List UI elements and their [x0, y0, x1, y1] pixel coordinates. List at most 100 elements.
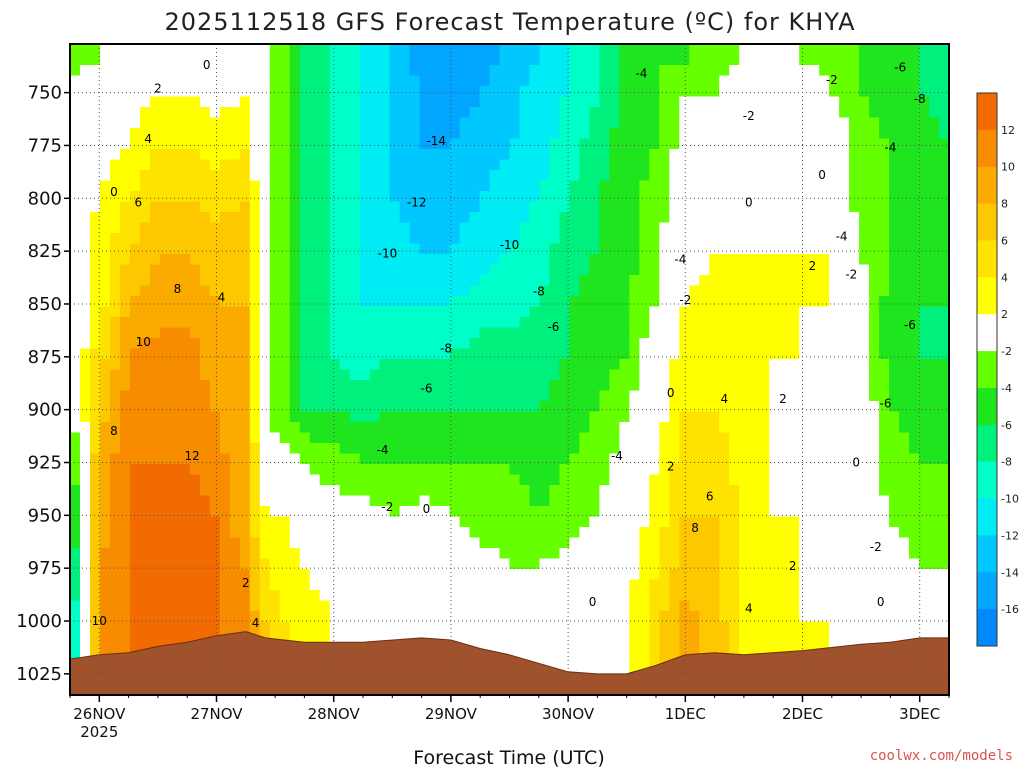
- field-cell: [769, 233, 780, 245]
- field-cell: [379, 611, 391, 623]
- field-cell: [319, 128, 331, 140]
- field-cell: [839, 243, 850, 255]
- field-cell: [309, 611, 321, 623]
- field-cell: [539, 159, 551, 171]
- field-cell: [209, 233, 221, 245]
- field-cell: [439, 306, 451, 318]
- field-cell: [619, 44, 630, 56]
- field-cell: [859, 632, 870, 644]
- field-cell: [79, 443, 91, 455]
- field-cell: [299, 96, 311, 108]
- field-cell: [599, 117, 610, 129]
- field-cell: [349, 600, 361, 612]
- field-cell: [419, 464, 431, 476]
- field-cell: [99, 296, 111, 308]
- field-cell: [389, 558, 401, 570]
- field-cell: [70, 117, 81, 129]
- field-cell: [70, 474, 81, 486]
- field-cell: [679, 443, 690, 455]
- field-cell: [509, 569, 521, 581]
- field-cell: [79, 548, 91, 560]
- field-cell: [649, 495, 660, 507]
- field-cell: [749, 348, 760, 360]
- field-cell: [679, 285, 690, 297]
- field-cell: [829, 632, 840, 644]
- field-cell: [99, 411, 111, 423]
- field-cell: [729, 369, 740, 381]
- field-cell: [169, 359, 181, 371]
- field-cell: [759, 632, 770, 644]
- field-cell: [229, 474, 241, 486]
- field-cell: [859, 527, 870, 539]
- field-cell: [719, 390, 730, 402]
- field-cell: [129, 54, 141, 66]
- field-cell: [829, 170, 840, 182]
- field-cell: [89, 548, 101, 560]
- field-cell: [849, 180, 860, 192]
- field-cell: [669, 642, 680, 654]
- field-cell: [649, 191, 660, 203]
- field-cell: [249, 411, 261, 423]
- field-cell: [609, 348, 620, 360]
- field-cell: [469, 453, 481, 465]
- field-cell: [389, 474, 401, 486]
- field-cell: [149, 569, 161, 581]
- field-cell: [859, 264, 870, 276]
- field-cell: [689, 254, 700, 266]
- field-cell: [219, 212, 231, 224]
- field-cell: [339, 338, 351, 350]
- field-cell: [70, 44, 81, 56]
- field-cell: [309, 159, 321, 171]
- field-cell: [579, 212, 591, 224]
- field-cell: [839, 611, 850, 623]
- field-cell: [799, 264, 810, 276]
- field-cell: [509, 380, 521, 392]
- field-cell: [389, 44, 401, 56]
- field-cell: [679, 422, 690, 434]
- field-cell: [829, 380, 840, 392]
- field-cell: [619, 600, 630, 612]
- field-cell: [729, 285, 740, 297]
- field-cell: [289, 44, 301, 56]
- field-cell: [559, 401, 571, 413]
- field-cell: [409, 243, 421, 255]
- field-cell: [739, 138, 750, 150]
- field-cell: [719, 485, 730, 497]
- field-cell: [809, 285, 820, 297]
- field-cell: [659, 506, 670, 518]
- field-cell: [379, 254, 391, 266]
- field-cell: [869, 54, 880, 66]
- field-cell: [689, 590, 700, 602]
- field-cell: [769, 159, 780, 171]
- field-cell: [209, 44, 221, 56]
- field-cell: [659, 632, 670, 644]
- field-cell: [739, 149, 750, 161]
- field-cell: [829, 44, 840, 56]
- field-cell: [89, 306, 101, 318]
- field-cell: [639, 264, 650, 276]
- field-cell: [379, 75, 391, 87]
- field-cell: [529, 359, 541, 371]
- field-cell: [829, 86, 840, 98]
- field-cell: [829, 327, 840, 339]
- field-cell: [249, 149, 261, 161]
- field-cell: [119, 296, 131, 308]
- field-cell: [239, 233, 251, 245]
- field-cell: [369, 191, 381, 203]
- field-cell: [169, 264, 181, 276]
- field-cell: [129, 117, 141, 129]
- field-cell: [779, 506, 790, 518]
- field-cell: [179, 96, 191, 108]
- field-cell: [189, 254, 201, 266]
- field-cell: [419, 296, 431, 308]
- field-cell: [369, 149, 381, 161]
- field-cell: [199, 180, 211, 192]
- field-cell: [109, 96, 121, 108]
- field-cell: [269, 453, 281, 465]
- field-cell: [269, 149, 281, 161]
- field-cell: [359, 632, 371, 644]
- field-cell: [829, 516, 840, 528]
- field-cell: [759, 149, 770, 161]
- field-cell: [529, 327, 541, 339]
- field-cell: [839, 180, 850, 192]
